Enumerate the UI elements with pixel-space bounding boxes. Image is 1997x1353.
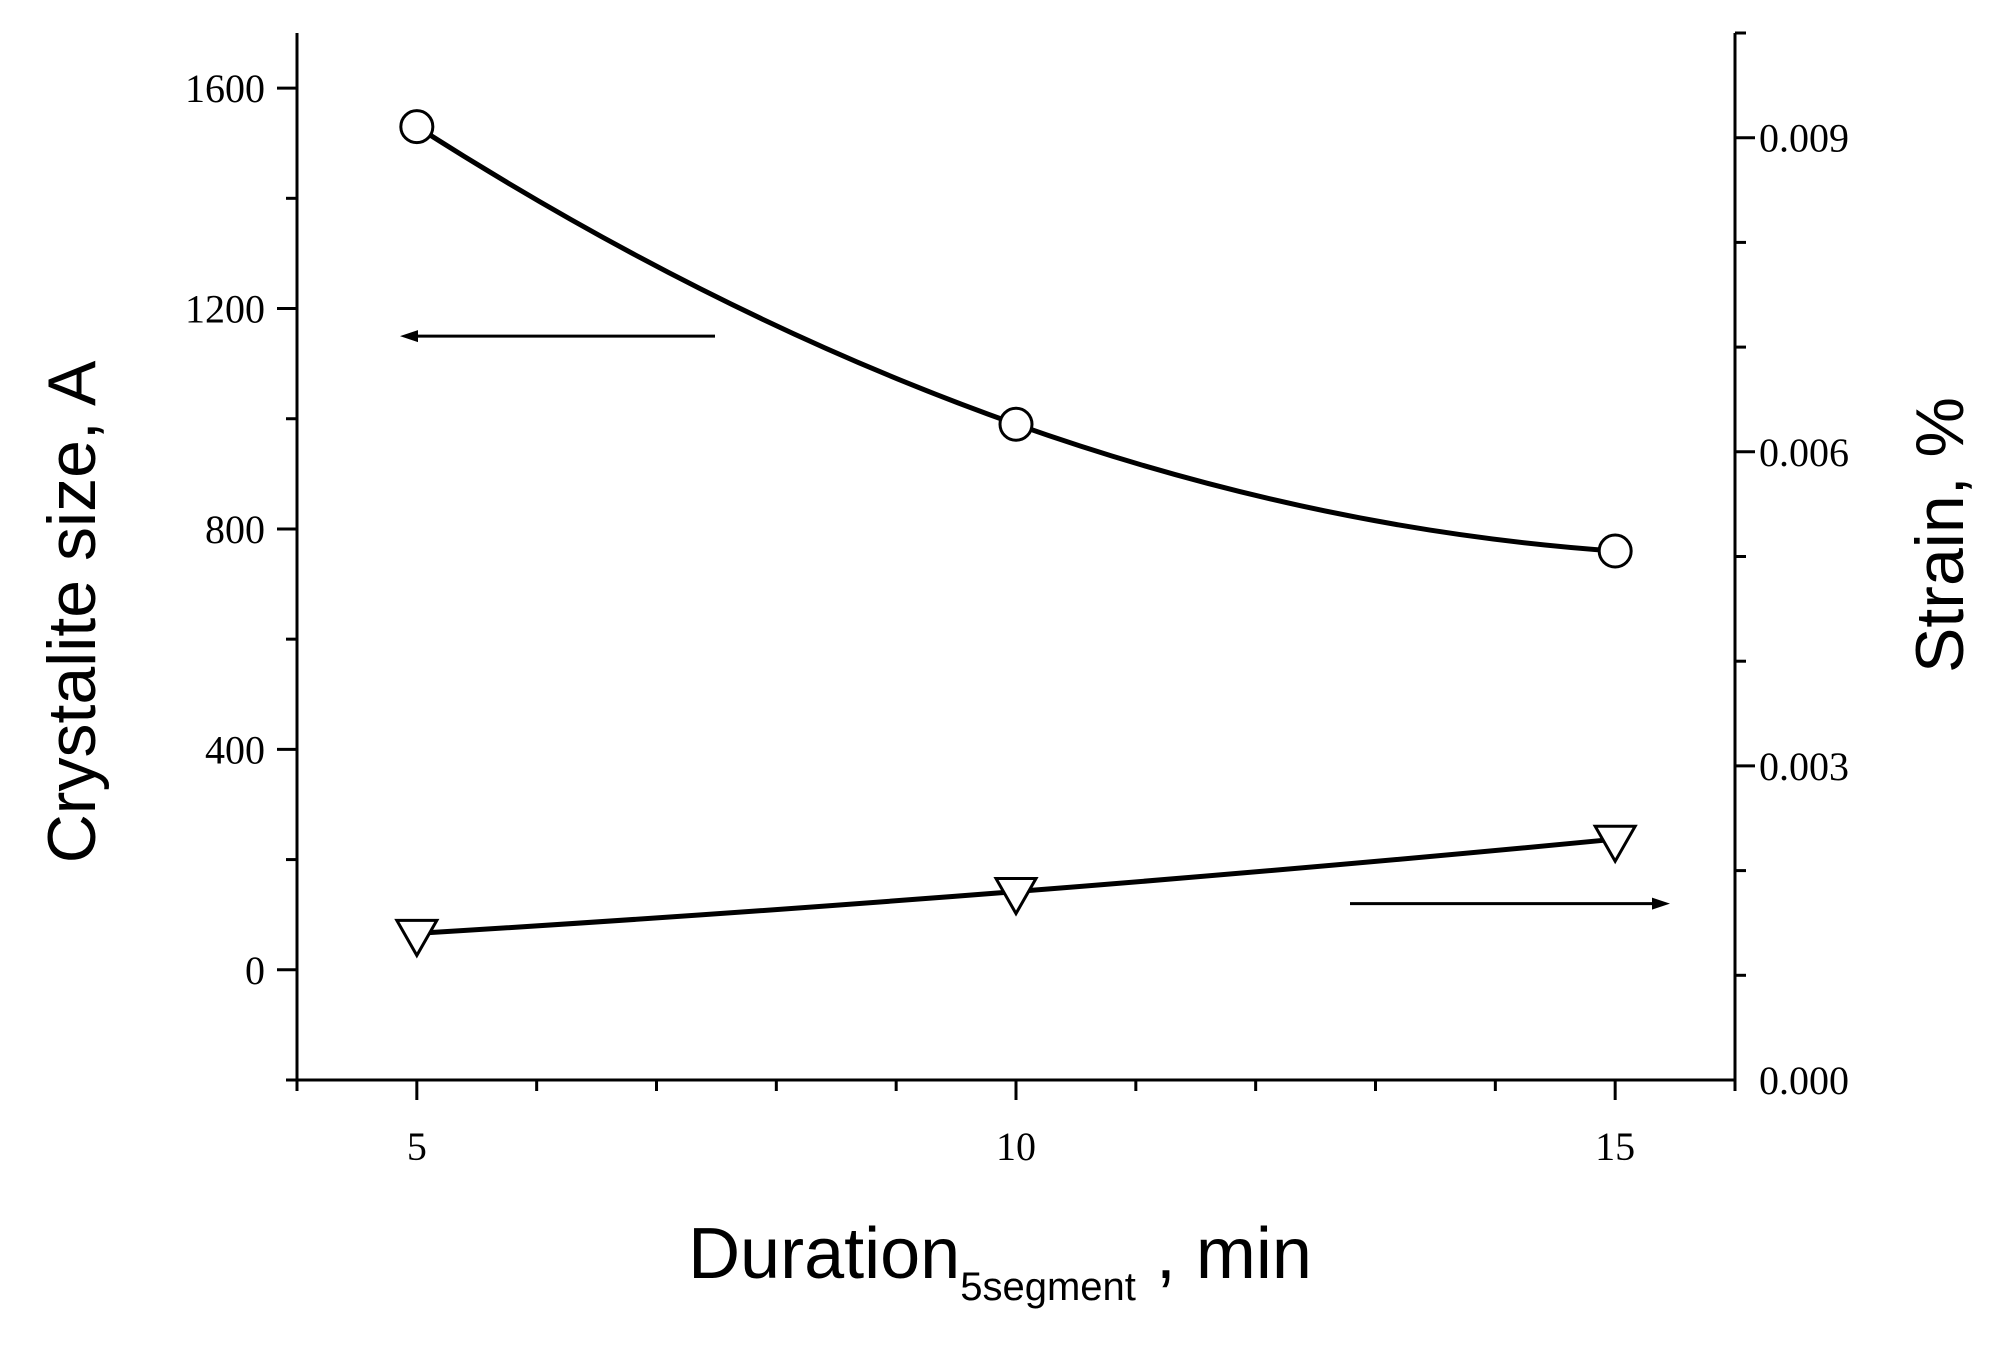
- y-left-axis-title: Crystalite size, A: [34, 360, 110, 863]
- axis-arrows: [400, 330, 1670, 910]
- left-axis-arrow-head: [400, 330, 418, 343]
- series-0-point: [998, 406, 1034, 442]
- x-axis-title-suffix: , min: [1136, 1214, 1312, 1294]
- x-axis-title-subscript: 5segment: [960, 1265, 1136, 1309]
- right-axis-arrow-head: [1652, 897, 1670, 910]
- x-axis-title: Duration5segment , min: [688, 1214, 1312, 1309]
- axis-ticks: [277, 31, 1755, 1100]
- series-group: [394, 109, 1638, 959]
- x-tick-label: 10: [996, 1124, 1036, 1169]
- series-1-point: [1592, 824, 1638, 865]
- x-tick-label: 15: [1595, 1124, 1635, 1169]
- tick-labels: 5 10 15 0 400 800 1200 1600 0.000 0.003 0.006 0.009: [185, 66, 1849, 1169]
- y-right-tick-label: 0.009: [1759, 116, 1849, 161]
- x-tick-label: 5: [407, 1124, 427, 1169]
- y-right-axis-title: Strain, %: [1902, 397, 1978, 673]
- y-left-tick-label: 800: [205, 507, 265, 552]
- series-1-point: [394, 918, 440, 959]
- y-right-tick-label: 0.000: [1759, 1058, 1849, 1103]
- series-0-point: [1597, 533, 1633, 569]
- y-right-tick-label: 0.006: [1759, 430, 1849, 475]
- x-axis-title-main: Duration: [688, 1214, 960, 1294]
- y-left-tick-label: 0: [245, 948, 265, 993]
- series-0-point: [399, 109, 435, 145]
- series-1-point: [993, 877, 1039, 917]
- series-0-line: [415, 124, 1616, 554]
- y-left-tick-label: 1600: [185, 66, 265, 111]
- y-left-tick-label: 400: [205, 727, 265, 772]
- plot-frame: [295, 33, 1737, 1082]
- y-right-tick-label: 0.003: [1759, 744, 1849, 789]
- y-left-tick-label: 1200: [185, 287, 265, 332]
